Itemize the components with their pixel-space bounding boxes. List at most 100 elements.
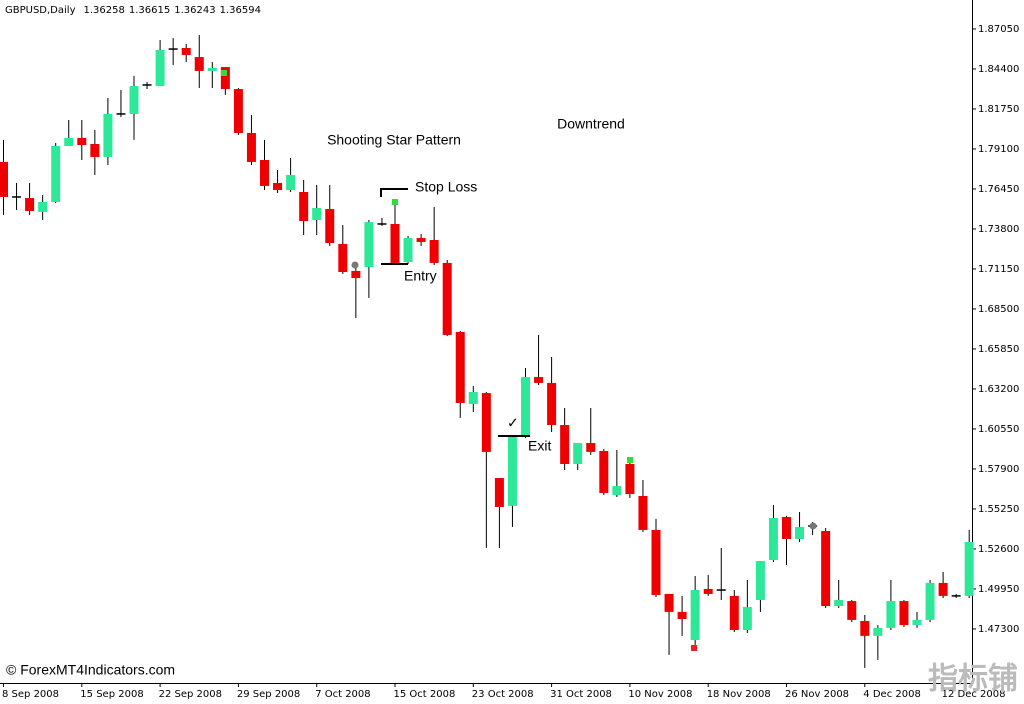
candle-body bbox=[429, 239, 439, 263]
candle-body bbox=[494, 478, 504, 508]
candle-body bbox=[964, 542, 974, 596]
y-tick-label: 1.84400 bbox=[978, 64, 1019, 75]
candle-body bbox=[129, 86, 139, 114]
candle-body bbox=[886, 601, 896, 628]
y-tick-label: 1.81750 bbox=[978, 104, 1019, 115]
candle-body bbox=[782, 516, 791, 540]
y-tick-label: 1.76450 bbox=[978, 184, 1019, 195]
y-tick-label: 1.71150 bbox=[978, 264, 1019, 275]
candle-body bbox=[64, 137, 74, 146]
candle-body bbox=[325, 209, 335, 244]
y-tick-label: 1.68500 bbox=[978, 304, 1019, 315]
candle-body bbox=[260, 159, 269, 186]
y-tick-label: 1.52600 bbox=[978, 544, 1019, 555]
y-tick-label: 1.49950 bbox=[978, 584, 1019, 595]
x-tick-label: 23 Oct 2008 bbox=[472, 689, 534, 700]
x-tick-label: 8 Sep 2008 bbox=[2, 689, 59, 700]
y-tick-label: 1.60550 bbox=[978, 424, 1019, 435]
y-tick-label: 1.47300 bbox=[978, 624, 1019, 635]
x-tick-label: 12 Dec 2008 bbox=[942, 689, 1006, 700]
candle-body bbox=[155, 49, 165, 87]
x-tick-label: 22 Sep 2008 bbox=[159, 689, 222, 700]
quote-open: 1.36258 bbox=[84, 5, 125, 16]
candle-body bbox=[51, 145, 61, 202]
candle-body bbox=[821, 531, 831, 607]
candle-body bbox=[664, 593, 674, 612]
watermark: 指标铺 bbox=[928, 662, 1018, 697]
signal-marker bbox=[627, 457, 633, 463]
candle-body bbox=[847, 601, 857, 620]
symbol: GBPUSD,Daily bbox=[5, 5, 76, 16]
x-tick-label: 29 Sep 2008 bbox=[237, 689, 300, 700]
candle-body bbox=[25, 198, 35, 212]
candle-body bbox=[0, 161, 8, 197]
candle-body bbox=[690, 590, 700, 640]
candle-body bbox=[390, 223, 400, 263]
candle-body bbox=[677, 611, 687, 620]
candle-body bbox=[834, 599, 844, 607]
candle-body bbox=[38, 201, 48, 212]
candle-body bbox=[703, 588, 713, 594]
candle-body bbox=[207, 67, 217, 71]
candle-body bbox=[755, 561, 765, 600]
quote-low: 1.36243 bbox=[174, 5, 215, 16]
y-tick-label: 1.65850 bbox=[978, 344, 1019, 355]
y-tick-label: 1.79100 bbox=[978, 144, 1019, 155]
candle-body bbox=[338, 243, 348, 272]
candle-body bbox=[507, 436, 517, 506]
candle-body bbox=[586, 443, 596, 452]
candle-body bbox=[77, 137, 87, 146]
candle-body bbox=[468, 391, 478, 404]
candle-body bbox=[547, 382, 557, 426]
chart-header: GBPUSD,Daily 1.36258 1.36615 1.36243 1.36594 bbox=[5, 5, 261, 16]
candle-body bbox=[273, 182, 283, 191]
x-tick-label: 7 Oct 2008 bbox=[315, 689, 370, 700]
candle-body bbox=[534, 377, 544, 383]
y-tick-label: 1.63200 bbox=[978, 384, 1019, 395]
candle-body bbox=[938, 582, 948, 596]
quote-close: 1.36594 bbox=[220, 5, 261, 16]
x-tick-label: 4 Dec 2008 bbox=[863, 689, 921, 700]
candle-body bbox=[442, 262, 452, 335]
y-tick-label: 1.57900 bbox=[978, 464, 1019, 475]
stop-loss-line bbox=[380, 188, 408, 197]
candle-body bbox=[351, 270, 361, 279]
candle-body bbox=[625, 463, 635, 495]
candle-body bbox=[416, 238, 426, 242]
annotation: Stop Loss bbox=[415, 179, 477, 195]
candle-body bbox=[521, 377, 530, 437]
candle-body bbox=[638, 495, 648, 530]
signal-marker bbox=[392, 199, 398, 205]
signal-marker bbox=[691, 645, 697, 651]
candle-body bbox=[860, 620, 870, 636]
candle-body bbox=[299, 191, 309, 221]
candle-body bbox=[246, 132, 256, 162]
candle-body bbox=[742, 606, 752, 631]
candle-body bbox=[573, 443, 583, 464]
candle-body bbox=[599, 451, 609, 493]
x-tick-label: 18 Nov 2008 bbox=[707, 689, 771, 700]
candle-body bbox=[795, 526, 805, 540]
candle-body bbox=[286, 174, 296, 191]
candle-body bbox=[560, 425, 570, 464]
candle-body bbox=[312, 207, 322, 220]
candle-body bbox=[912, 619, 922, 626]
annotation: ✓ bbox=[507, 415, 519, 431]
annotation: Shooting Star Pattern bbox=[327, 132, 461, 148]
candle-body bbox=[220, 67, 230, 90]
plot: 1.87050 1.84400 1.81750 1.79100 1.76450 1.738… bbox=[0, 24, 1019, 700]
signal-dot bbox=[809, 522, 817, 530]
signal-marker bbox=[221, 70, 227, 76]
quote-high: 1.36615 bbox=[129, 5, 170, 16]
y-tick-label: 1.55250 bbox=[978, 504, 1019, 515]
x-tick-label: 10 Nov 2008 bbox=[628, 689, 692, 700]
candle-body bbox=[194, 57, 204, 71]
candle-body bbox=[364, 222, 374, 268]
candle-body bbox=[103, 113, 113, 157]
candle-body bbox=[899, 601, 909, 626]
candle-body bbox=[729, 595, 739, 631]
candle-body bbox=[233, 89, 243, 133]
candle-body bbox=[612, 486, 622, 495]
